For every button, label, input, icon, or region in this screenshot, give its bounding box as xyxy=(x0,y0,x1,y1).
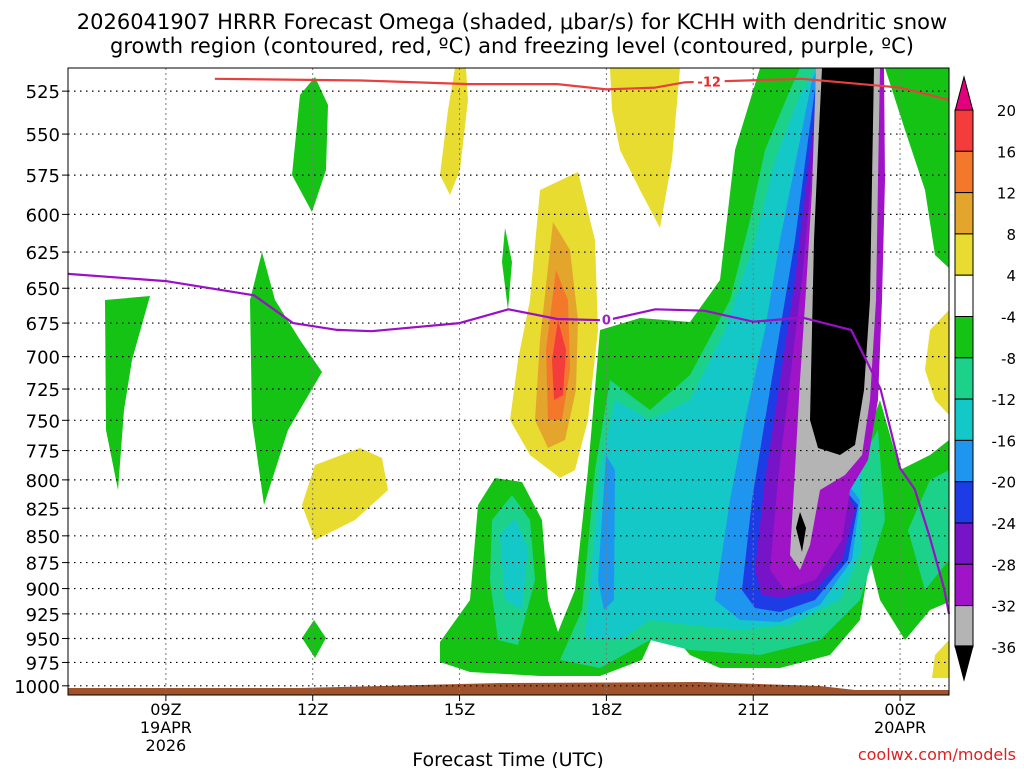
y-tick-label: 550 xyxy=(26,125,60,146)
colorbar-band xyxy=(954,109,974,152)
snow-growth-contour-minus12 xyxy=(214,77,950,101)
colorbar-band xyxy=(954,316,974,359)
colorbar-band xyxy=(954,192,974,235)
colorbar-band xyxy=(954,481,974,524)
x-tick-label: 21Z xyxy=(738,700,769,719)
omega-region xyxy=(932,640,949,678)
omega-region xyxy=(302,448,388,540)
omega-region xyxy=(500,518,528,610)
x-tick-label: 15Z xyxy=(444,700,475,719)
colorbar-label: 16 xyxy=(997,143,1016,161)
colorbar-label: -8 xyxy=(1001,350,1016,368)
x-tick-label: 12Z xyxy=(297,700,328,719)
colorbar-label: 20 xyxy=(997,102,1016,120)
title-line-2: growth region (contoured, red, ºC) and f… xyxy=(110,34,914,58)
colorbar-band xyxy=(954,357,974,400)
y-tick-label: 1000 xyxy=(14,677,60,698)
colorbar-band xyxy=(954,605,974,648)
omega-region xyxy=(925,310,949,415)
colorbar-band xyxy=(954,233,974,276)
x-tick-label: 09Z xyxy=(150,700,181,719)
colorbar-bottom-arrow xyxy=(954,645,974,682)
omega-region xyxy=(250,252,322,505)
omega-region xyxy=(292,77,328,212)
x-axis-label: Forecast Time (UTC) xyxy=(412,749,603,768)
omega-region xyxy=(598,455,615,610)
x-tick-label: 00Z xyxy=(884,700,915,719)
contour-label: -12 xyxy=(697,75,721,90)
omega-region xyxy=(440,68,468,195)
colorbar-top-arrow xyxy=(954,75,974,112)
colorbar-band xyxy=(954,398,974,441)
y-tick-label: 675 xyxy=(26,314,60,335)
y-tick-label: 950 xyxy=(26,629,60,650)
freezing-level-contour xyxy=(67,272,951,615)
x-tick-label: 18Z xyxy=(591,700,622,719)
omega-region xyxy=(810,68,874,455)
colorbar-label: -24 xyxy=(992,515,1017,533)
x-tick-label: 2026 xyxy=(146,736,187,755)
y-tick-label: 600 xyxy=(26,205,60,226)
colorbar-label: -12 xyxy=(992,391,1017,409)
colorbar-label: -4 xyxy=(1001,309,1016,327)
contour-label-bg xyxy=(693,74,725,89)
omega-region xyxy=(502,228,512,310)
contour-lines: -12 0 xyxy=(67,74,951,615)
plot-frame xyxy=(67,67,950,696)
y-tick-label: 725 xyxy=(26,380,60,401)
y-tick-label: 800 xyxy=(26,471,60,492)
watermark: coolwx.com/models xyxy=(858,745,1016,764)
y-tick-label: 575 xyxy=(26,166,60,187)
colorbar-label: 8 xyxy=(1006,226,1016,244)
colorbar-band xyxy=(954,150,974,194)
colorbar-band xyxy=(954,522,974,565)
y-tick-label: 625 xyxy=(26,243,60,264)
y-tick-label: 825 xyxy=(26,499,60,520)
y-tick-label: 750 xyxy=(26,411,60,432)
colorbar-label: -28 xyxy=(992,556,1017,574)
title-line-1: 2026041907 HRRR Forecast Omega (shaded, … xyxy=(77,10,947,34)
y-tick-label: 875 xyxy=(26,554,60,575)
x-tick-label: 20APR xyxy=(874,718,926,737)
y-tick-label: 850 xyxy=(26,527,60,548)
omega-shading xyxy=(68,68,949,695)
x-tick-label: 19APR xyxy=(140,718,192,737)
colorbar-label: -36 xyxy=(992,639,1017,657)
colorbar-band xyxy=(954,274,974,318)
y-tick-label: 525 xyxy=(26,82,60,103)
contour-label-bg xyxy=(599,312,613,327)
omega-region xyxy=(105,296,150,490)
y-tick-label: 775 xyxy=(26,442,60,463)
colorbar-band xyxy=(954,439,974,483)
y-tick-label: 900 xyxy=(26,580,60,601)
y-tick-label: 700 xyxy=(26,348,60,369)
colorbar-band xyxy=(954,563,974,607)
omega-region xyxy=(885,68,949,268)
colorbar-label: -32 xyxy=(992,598,1017,616)
omega-region xyxy=(796,512,806,552)
colorbar: 20 16 12 8 4 -4 -8 -12 -16 -20 -24 -28 -32 -36 xyxy=(954,75,1017,682)
y-tick-label: 925 xyxy=(26,605,60,626)
colorbar-label: -20 xyxy=(992,474,1017,492)
y-tick-label: 650 xyxy=(26,279,60,300)
contour-label: 0 xyxy=(602,313,611,328)
colorbar-label: -16 xyxy=(992,432,1017,450)
omega-region xyxy=(610,68,680,228)
colorbar-label: 12 xyxy=(997,185,1016,203)
colorbar-label: 4 xyxy=(1006,267,1016,285)
y-tick-label: 975 xyxy=(26,653,60,674)
y-axis: 525 550 575 600 625 650 675 700 725 750 775 800 825 8… xyxy=(14,82,68,698)
omega-region xyxy=(552,320,566,400)
